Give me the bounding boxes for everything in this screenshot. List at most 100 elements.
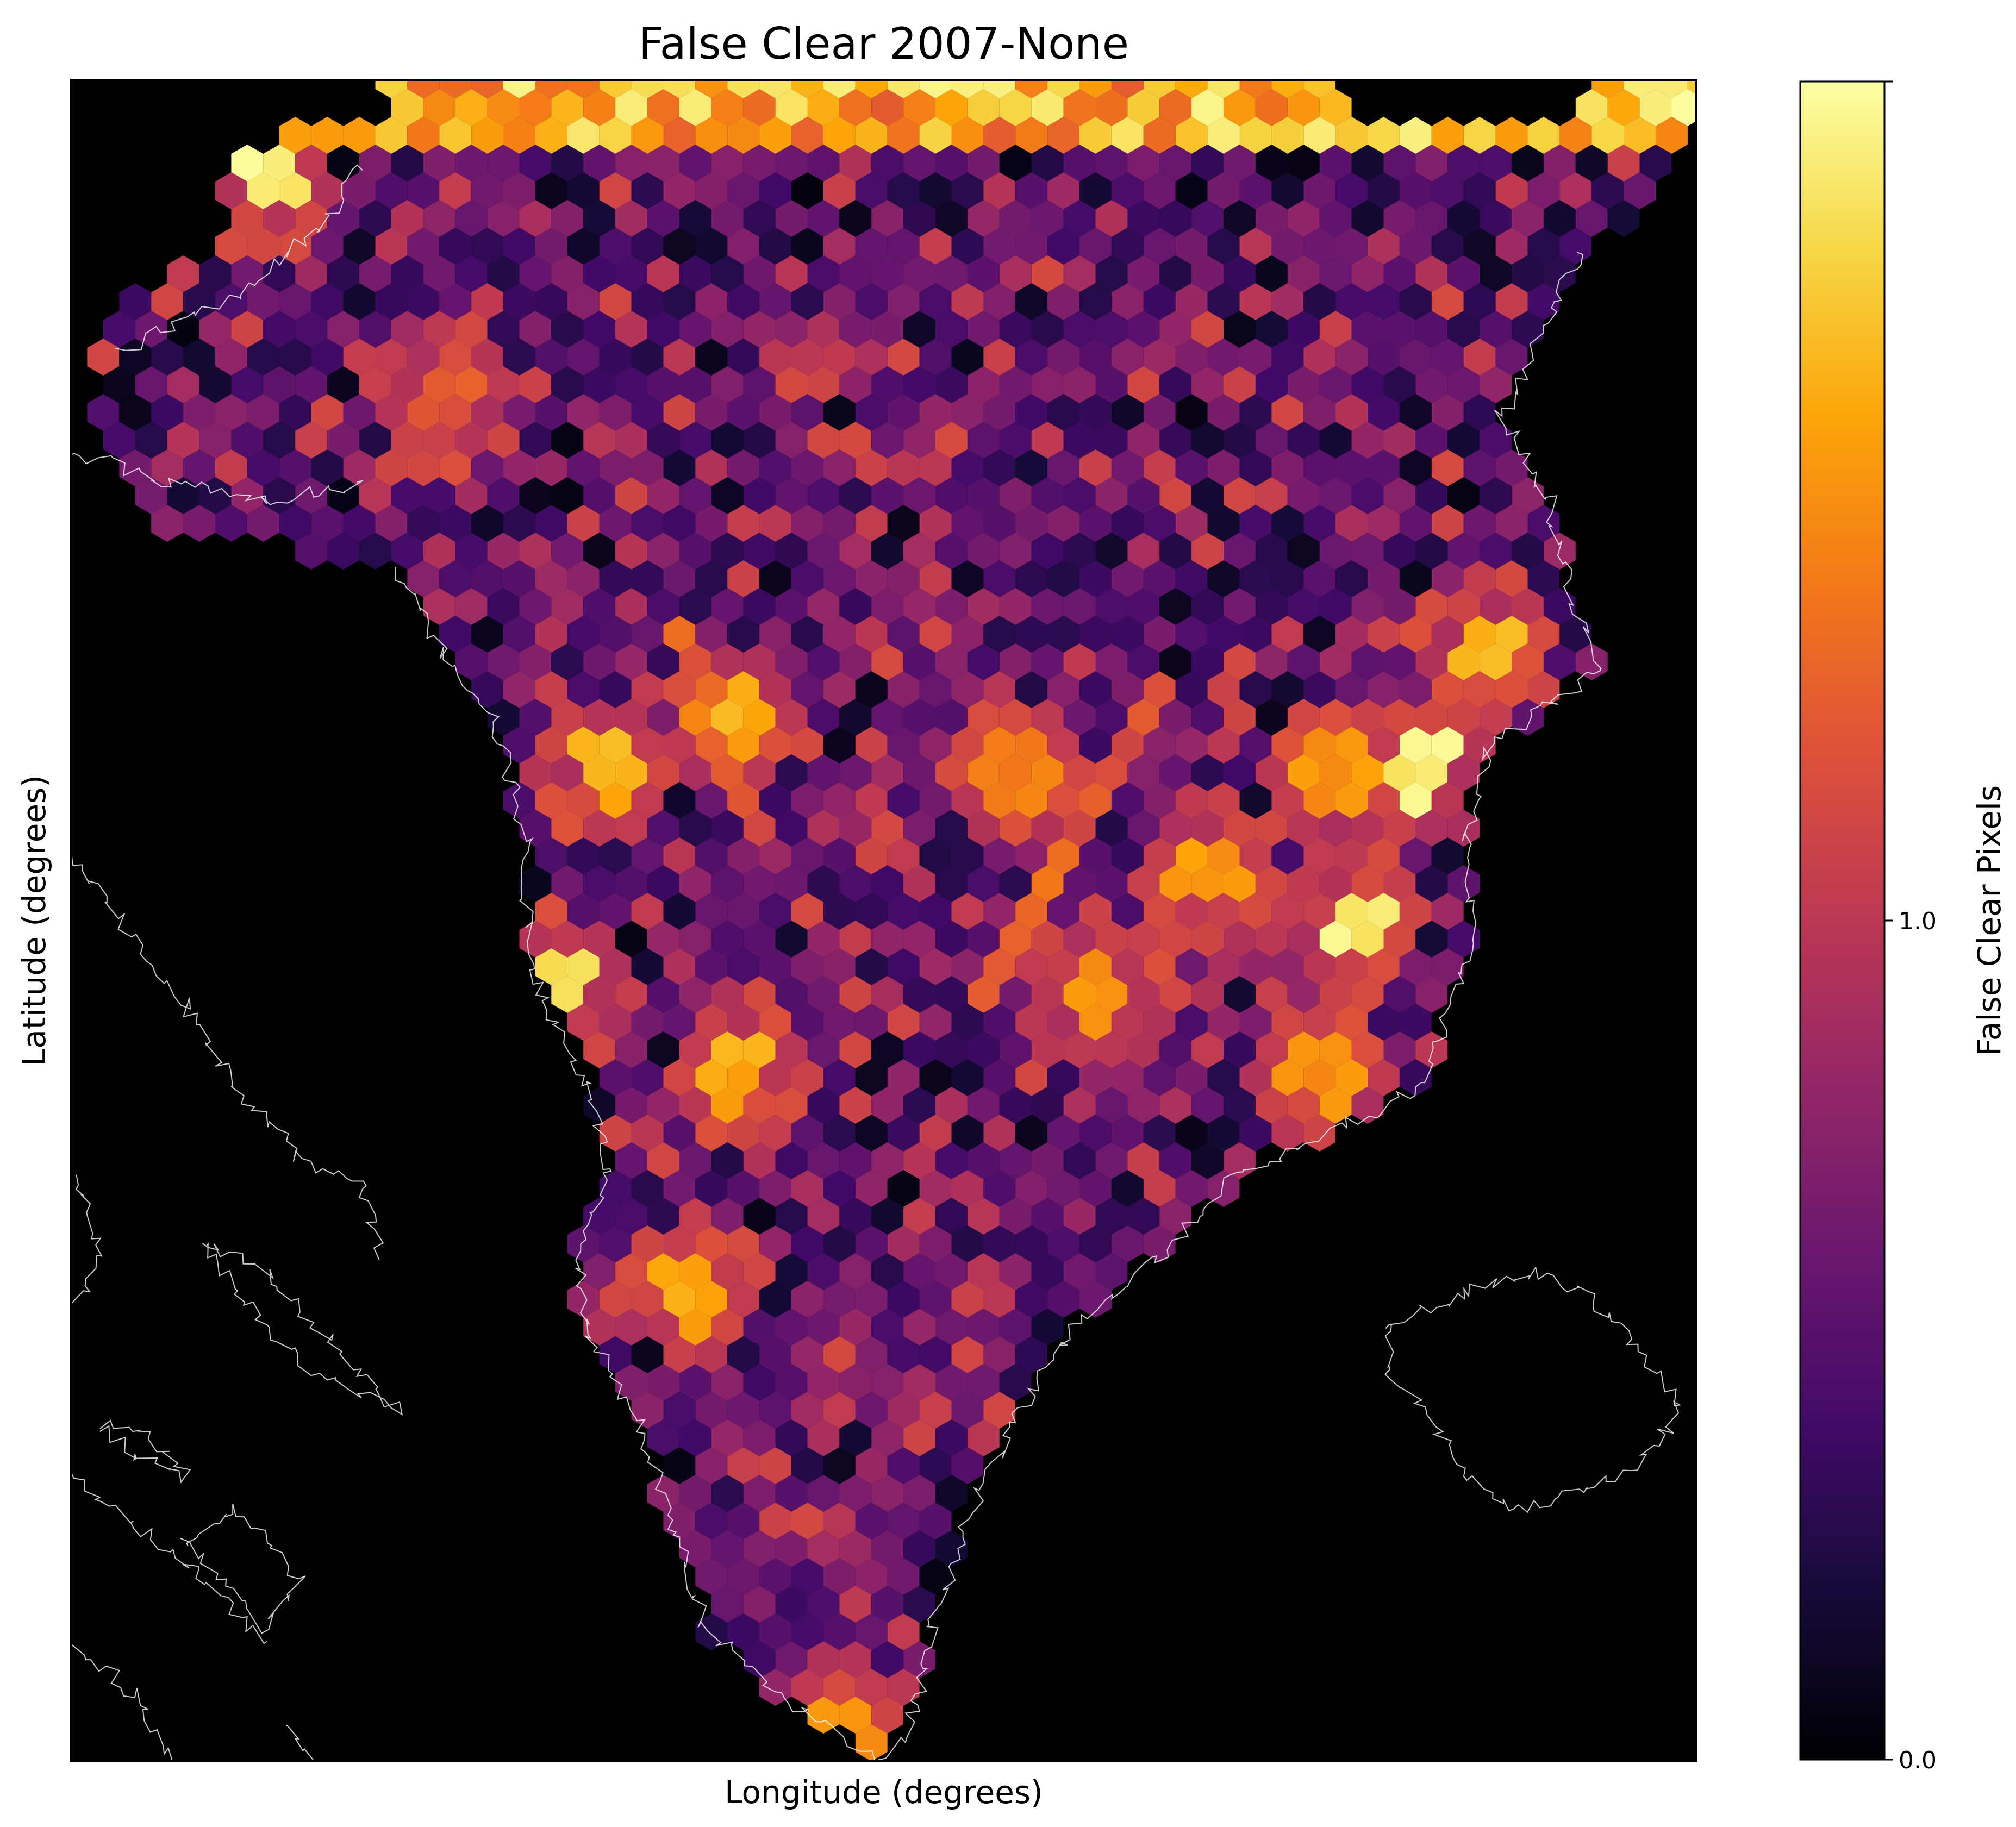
hexbin-cell [807, 1586, 840, 1623]
hexbin-cell [855, 228, 888, 265]
hexbin-cell [1368, 893, 1400, 930]
hexbin-cell [695, 1392, 728, 1429]
hexbin-cell [1368, 449, 1400, 486]
hexbin-cell [1415, 255, 1448, 292]
hexbin-cell [231, 255, 264, 292]
hexbin-cell [855, 449, 888, 486]
hexbin-cell [1463, 616, 1496, 653]
hexbin-cell [1480, 699, 1512, 736]
hexbin-cell [951, 837, 984, 874]
hexbin-cell [567, 172, 600, 209]
hexbin-cell [919, 339, 952, 376]
hexbin-cell [839, 1198, 872, 1235]
hexbin-cell [551, 699, 584, 736]
hexbin-cell [1127, 89, 1160, 126]
hexbin-cell [1063, 588, 1096, 625]
hexbin-cell [535, 560, 567, 597]
hexbin-cell [1303, 172, 1336, 209]
hexbin-cell [1368, 1059, 1400, 1096]
hexbin-cell [855, 1558, 888, 1595]
hexbin-cell [919, 117, 952, 154]
hexbin-cell [375, 172, 408, 209]
hexbin-cell [503, 671, 535, 708]
hexbin-cell [839, 1253, 872, 1290]
hexbin-cell [487, 366, 520, 403]
hexbin-cell [1031, 1087, 1064, 1124]
hexbin-cell [1319, 311, 1352, 348]
hexbin-cell [807, 1031, 840, 1068]
hexbin-cell [1191, 89, 1224, 126]
hexbin-cell [1287, 145, 1320, 182]
hexbin-cell [1111, 727, 1144, 764]
hexbin-cell [1191, 699, 1224, 736]
hexbin-cell [1495, 505, 1528, 542]
hexbin-cell [263, 477, 296, 514]
hexbin-cell [663, 893, 696, 930]
hexbin-cell [215, 172, 247, 209]
hexbin-cell [1624, 172, 1656, 209]
hexbin-cell [919, 727, 952, 764]
hexbin-cell [1255, 754, 1288, 791]
hexbin-cell [679, 1419, 711, 1456]
hexbin-cell [935, 1309, 968, 1346]
hexbin-cell [1639, 145, 1672, 182]
hexbin-cell [743, 588, 776, 625]
hexbin-cell [1399, 1059, 1432, 1096]
hexbin-cell [695, 339, 728, 376]
hexbin-cell [631, 948, 664, 985]
hexbin-cell [823, 1447, 856, 1484]
hexbin-cell [519, 810, 552, 847]
hexbin-cell [855, 1336, 888, 1373]
hexbin-cell [583, 311, 616, 348]
hexbin-cell [695, 394, 728, 431]
hexbin-cell [1159, 921, 1192, 958]
y-axis-label: Latitude (degrees) [16, 775, 53, 1066]
hexbin-cell [727, 449, 760, 486]
hexbin-cell [1575, 145, 1608, 182]
hexbin-cell [999, 1253, 1032, 1290]
hexbin-cell [663, 837, 696, 874]
hexbin-cell [775, 699, 808, 736]
hexbin-cell [967, 145, 1000, 182]
hexbin-cell [1095, 643, 1128, 680]
hexbin-cell [775, 533, 808, 570]
hexbin-cell [871, 1198, 904, 1235]
hexbin-cell [887, 1225, 920, 1262]
hexbin-cell [887, 1059, 920, 1096]
hexbin-cell [967, 754, 1000, 791]
hexbin-cell [1047, 616, 1079, 653]
hexbin-cell [967, 1253, 1000, 1290]
hexbin-cell [759, 893, 791, 930]
hexbin-cell [807, 1419, 840, 1456]
hexbin-cell [1239, 560, 1272, 597]
hexbin-cell [1207, 339, 1240, 376]
hexbin-cell [263, 255, 296, 292]
hexbin-cell [983, 1392, 1016, 1429]
hexbin-cell [1319, 588, 1352, 625]
hexbin-cell [887, 671, 920, 708]
hexbin-cell [1431, 449, 1464, 486]
hexbin-cell [1351, 533, 1384, 570]
hexbin-cell [1031, 145, 1064, 182]
hexbin-cell [1207, 449, 1240, 486]
hexbin-cell [807, 255, 840, 292]
hexbin-cell [1303, 616, 1336, 653]
hexbin-cell [1143, 80, 1176, 98]
hexbin-cell [647, 588, 679, 625]
hexbin-cell [1127, 588, 1160, 625]
hexbin-cell [663, 616, 696, 653]
hexbin-cell [1191, 1031, 1224, 1068]
hexbin-cell [1031, 865, 1064, 902]
hexbin-cell [231, 200, 264, 237]
hexbin-cell [743, 89, 776, 126]
hexbin-cell [1143, 560, 1176, 597]
hexbin-cell [807, 533, 840, 570]
hexbin-cell [647, 643, 679, 680]
hexbin-cell [919, 1004, 952, 1041]
hexbin-cell [903, 754, 935, 791]
hexbin-cell [823, 1613, 856, 1650]
hexbin-cell [599, 80, 632, 98]
hexbin-cell [839, 89, 872, 126]
hexbin-cell [1111, 1170, 1144, 1207]
hexbin-cell [759, 80, 791, 98]
